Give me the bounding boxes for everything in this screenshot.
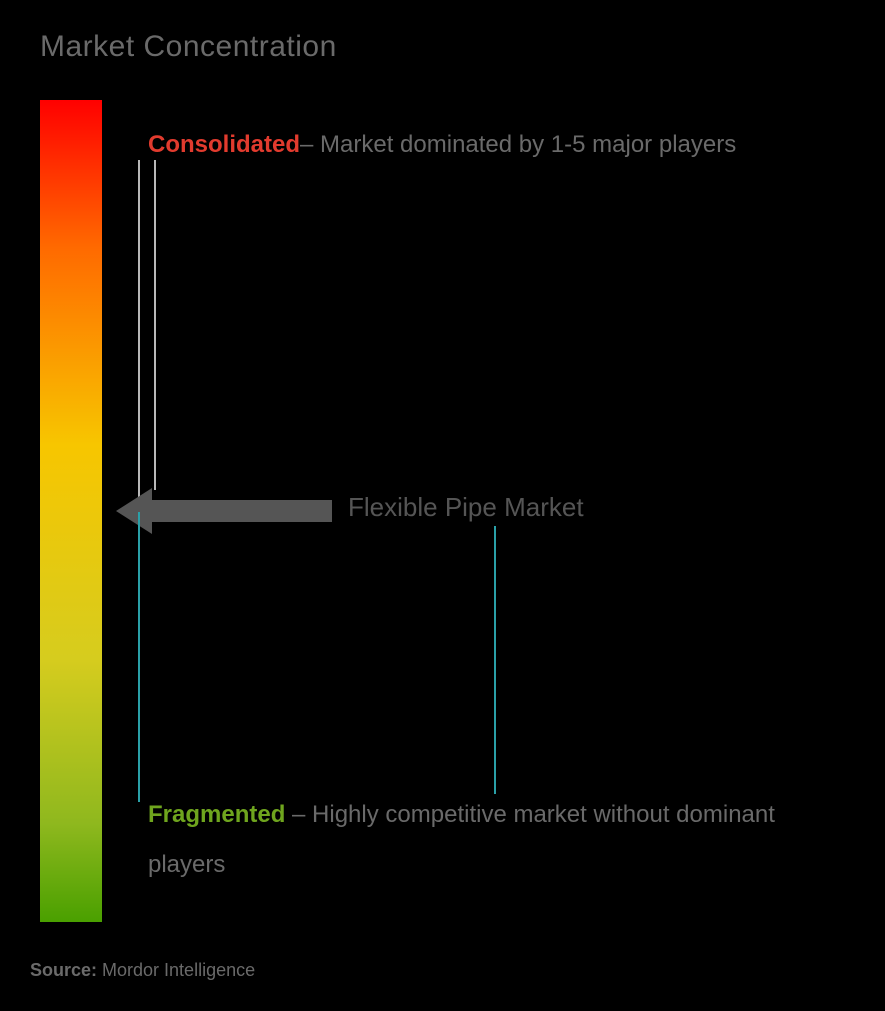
- fragmented-highlight: Fragmented: [148, 801, 285, 828]
- concentration-gradient-bar: [40, 100, 102, 922]
- consolidated-highlight: Consolidated: [148, 131, 300, 158]
- consolidated-description: – Market dominated by 1-5 major players: [300, 131, 736, 158]
- source-prefix: Source:: [30, 960, 102, 980]
- top-bracket-line: [138, 160, 162, 510]
- market-name-label: Flexible Pipe Market: [348, 492, 584, 523]
- market-pointer-arrow: [116, 488, 336, 534]
- page-title: Market Concentration: [40, 30, 337, 64]
- source-attribution: Source: Mordor Intelligence: [30, 960, 255, 981]
- arrow-head-icon: [116, 488, 152, 534]
- fragmented-label: Fragmented – Highly competitive market w…: [148, 790, 845, 891]
- top-bracket-inner-line: [154, 160, 156, 490]
- consolidated-label: Consolidated– Market dominated by 1-5 ma…: [148, 120, 845, 170]
- market-connector-line: [494, 526, 496, 794]
- source-name: Mordor Intelligence: [102, 960, 255, 980]
- arrow-shaft: [150, 500, 332, 522]
- bottom-bracket-line: [138, 512, 140, 802]
